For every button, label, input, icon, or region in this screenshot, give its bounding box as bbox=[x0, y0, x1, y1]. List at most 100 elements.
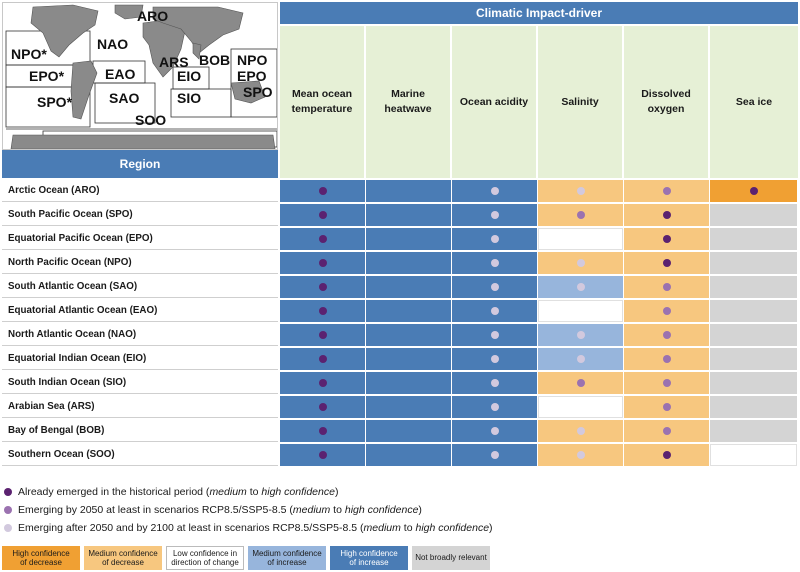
emergence-dot-icon bbox=[662, 283, 671, 291]
grid-cell bbox=[366, 444, 452, 467]
emergence-dot-icon bbox=[490, 427, 499, 435]
grid-cell bbox=[280, 420, 366, 443]
grid-cell bbox=[624, 396, 710, 419]
grid-cell bbox=[624, 204, 710, 227]
emergence-dot-icon bbox=[662, 259, 671, 267]
grid-cell bbox=[280, 252, 366, 275]
region-row-label: Southern Ocean (SOO) bbox=[2, 444, 278, 466]
emergence-dot-icon bbox=[318, 211, 327, 219]
col-header-dissolved-oxygen: Dissolved oxygen bbox=[624, 26, 708, 178]
emergence-dot-icon bbox=[318, 427, 327, 435]
emergence-dot-icon bbox=[576, 379, 585, 387]
grid-cell bbox=[452, 324, 538, 347]
grid-cell bbox=[710, 348, 798, 371]
map-label-npo: NPO bbox=[237, 52, 267, 68]
grid-cell bbox=[280, 204, 366, 227]
legend-high-decrease: High confidence of decrease bbox=[2, 546, 80, 570]
grid-cell bbox=[538, 204, 624, 227]
grid-cell bbox=[710, 372, 798, 395]
map-label-soo: SOO bbox=[135, 112, 166, 128]
emergence-dot-icon bbox=[318, 187, 327, 195]
grid-cell bbox=[280, 348, 366, 371]
grid-cell bbox=[366, 324, 452, 347]
map-label-nao: NAO bbox=[97, 36, 128, 52]
map-label-aro: ARO bbox=[137, 8, 168, 24]
legend-low-confidence: Low confidence in direction of change bbox=[166, 546, 244, 570]
emergence-dot-icon bbox=[576, 331, 585, 339]
map-label-epo: EPO bbox=[237, 68, 267, 84]
grid-cell bbox=[280, 300, 366, 323]
region-row-label: Arctic Ocean (ARO) bbox=[2, 180, 278, 202]
grid-cell bbox=[452, 204, 538, 227]
emergence-dot-icon bbox=[318, 379, 327, 387]
col-header-ocean-acidity: Ocean acidity bbox=[452, 26, 536, 178]
grid-cell bbox=[710, 252, 798, 275]
emergence-dot-icon bbox=[490, 451, 499, 459]
col-header-salinity: Salinity bbox=[538, 26, 622, 178]
grid-cell bbox=[366, 204, 452, 227]
legend-not-relevant: Not broadly relevant bbox=[412, 546, 490, 570]
grid-cell bbox=[280, 180, 366, 203]
south-america-shape bbox=[70, 60, 98, 120]
col-header-mean-ocean-temperature: Mean ocean temperature bbox=[280, 26, 364, 178]
grid-cell bbox=[710, 420, 798, 443]
emergence-dot-icon bbox=[490, 211, 499, 219]
grid-cell bbox=[452, 228, 538, 251]
region-row-label: Bay of Bengal (BOB) bbox=[2, 420, 278, 442]
grid-cell bbox=[710, 276, 798, 299]
grid-cell bbox=[624, 228, 710, 251]
emergence-dot-icon bbox=[490, 187, 499, 195]
grid-cell bbox=[538, 420, 624, 443]
grid-cell bbox=[452, 252, 538, 275]
region-row-label: North Atlantic Ocean (NAO) bbox=[2, 324, 278, 346]
emergence-dot-icon bbox=[490, 283, 499, 291]
grid-cell bbox=[366, 420, 452, 443]
emergence-dot-icon bbox=[662, 187, 671, 195]
col-header-marine-heatwave: Marine heatwave bbox=[366, 26, 450, 178]
emergence-dot-icon bbox=[576, 259, 585, 267]
grid-cell bbox=[624, 276, 710, 299]
emergence-dot-icon bbox=[318, 451, 327, 459]
region-row-label: South Atlantic Ocean (SAO) bbox=[2, 276, 278, 298]
emergence-dot-icon bbox=[318, 235, 327, 243]
grid-cell bbox=[624, 348, 710, 371]
grid-cell bbox=[538, 444, 624, 467]
map-label-npo-star: NPO* bbox=[11, 46, 47, 62]
grid-cell bbox=[710, 300, 798, 323]
grid-cell bbox=[624, 324, 710, 347]
grid-cell bbox=[538, 180, 624, 203]
emergence-dot-icon bbox=[662, 403, 671, 411]
region-row-label: South Pacific Ocean (SPO) bbox=[2, 204, 278, 226]
spo-region-outline bbox=[5, 86, 91, 128]
emergence-dot-icon bbox=[318, 403, 327, 411]
grid-cell bbox=[366, 348, 452, 371]
grid-cell bbox=[280, 228, 366, 251]
grid-cell bbox=[366, 300, 452, 323]
grid-cell bbox=[538, 348, 624, 371]
grid-cell bbox=[538, 276, 624, 299]
region-row-label: Equatorial Pacific Ocean (EPO) bbox=[2, 228, 278, 250]
legend-by-2050: Emerging by 2050 at least in scenarios R… bbox=[4, 502, 422, 518]
region-map: ARO NPO* NAO EPO* EAO ARS BOB EIO NPO EP… bbox=[2, 2, 278, 150]
north-america-shape bbox=[30, 4, 99, 58]
map-label-sao: SAO bbox=[109, 90, 139, 106]
india-shape bbox=[192, 42, 202, 60]
emergence-dot-icon bbox=[490, 355, 499, 363]
grid-cell bbox=[452, 372, 538, 395]
emergence-dot-icon bbox=[318, 331, 327, 339]
grid-cell bbox=[366, 180, 452, 203]
grid-cell bbox=[538, 300, 624, 323]
emergence-dot-icon bbox=[662, 355, 671, 363]
grid-cell bbox=[280, 396, 366, 419]
legend-historical: Already emerged in the historical period… bbox=[4, 484, 338, 500]
world-map-illustration: ARO NPO* NAO EPO* EAO ARS BOB EIO NPO EP… bbox=[5, 4, 277, 149]
grid-cell bbox=[366, 372, 452, 395]
grid-cell bbox=[624, 372, 710, 395]
grid-cell bbox=[366, 276, 452, 299]
map-label-eio: EIO bbox=[177, 68, 201, 84]
emergence-dot-icon bbox=[662, 211, 671, 219]
legend-high-increase: High confidence of increase bbox=[330, 546, 408, 570]
grid-cell bbox=[538, 396, 624, 419]
grid-cell bbox=[538, 372, 624, 395]
region-row-label: Arabian Sea (ARS) bbox=[2, 396, 278, 418]
